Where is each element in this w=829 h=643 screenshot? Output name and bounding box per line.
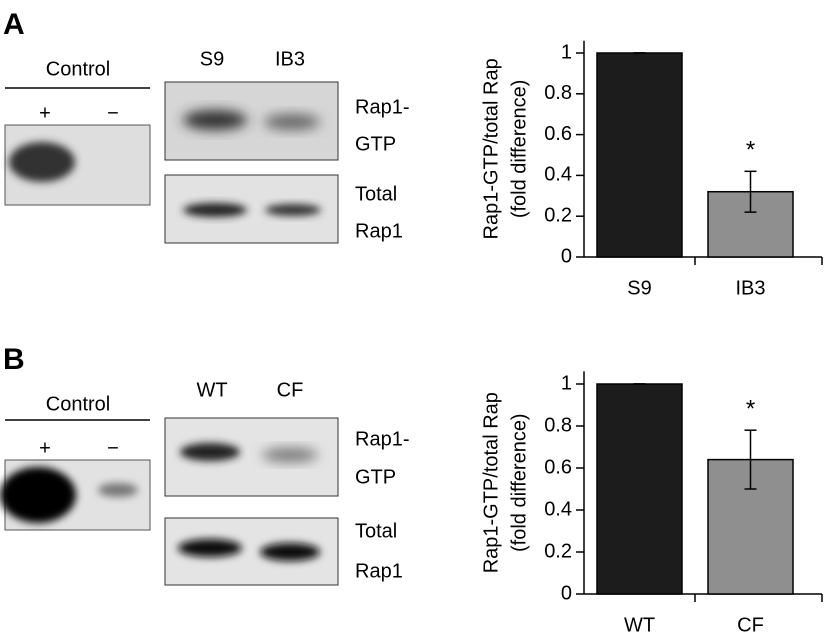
- y-tick-label: 0.2: [544, 540, 572, 562]
- band: [264, 114, 320, 130]
- y-tick-label: 1: [561, 372, 572, 394]
- lane-label: IB3: [275, 48, 305, 70]
- x-tick-label: CF: [737, 614, 764, 636]
- lane-sign: −: [107, 102, 119, 124]
- lane-label: WT: [196, 379, 227, 401]
- blot-label: Total: [355, 520, 397, 542]
- y-axis-label: (fold difference): [508, 80, 530, 219]
- y-tick-label: 0.6: [544, 456, 572, 478]
- band: [262, 448, 318, 462]
- y-tick-label: 0.4: [544, 498, 572, 520]
- lane-sign: −: [107, 437, 119, 459]
- band: [178, 539, 242, 557]
- control-label: Control: [46, 393, 110, 415]
- y-axis-label: Rap1-GTP/total Rap: [480, 58, 502, 239]
- y-tick-label: 1: [561, 41, 572, 63]
- lane-sign: +: [39, 102, 51, 124]
- bar: [596, 52, 683, 258]
- blot-label: Rap1: [355, 560, 403, 582]
- lane-sign: +: [39, 437, 51, 459]
- y-tick-label: 0.4: [544, 164, 572, 186]
- y-tick-label: 0.6: [544, 123, 572, 145]
- blot-label: GTP: [355, 133, 396, 155]
- y-axis-label: (fold difference): [508, 413, 530, 552]
- blot-label: Total: [355, 183, 397, 205]
- y-tick-label: 0.8: [544, 82, 572, 104]
- blot-label: Rap1-: [355, 96, 409, 118]
- blot-label: Rap1: [355, 220, 403, 242]
- control-label: Control: [46, 58, 110, 80]
- annotation: *: [746, 396, 755, 423]
- lane-label: CF: [277, 379, 304, 401]
- band: [98, 483, 138, 497]
- x-tick-label: WT: [624, 614, 655, 636]
- y-axis-label: Rap1-GTP/total Rap: [480, 392, 502, 573]
- band: [183, 203, 247, 217]
- band: [180, 443, 240, 461]
- band: [0, 467, 76, 523]
- y-tick-label: 0: [561, 245, 572, 267]
- band: [265, 204, 321, 216]
- bar: [596, 383, 683, 595]
- panel-letter: B: [3, 343, 25, 376]
- band: [9, 142, 75, 182]
- panel-letter: A: [3, 8, 25, 41]
- annotation: *: [746, 137, 755, 164]
- x-tick-label: IB3: [735, 277, 765, 299]
- x-tick-label: S9: [627, 277, 651, 299]
- blot-label: GTP: [355, 466, 396, 488]
- band: [260, 543, 320, 561]
- lane-label: S9: [200, 48, 224, 70]
- y-tick-label: 0.2: [544, 204, 572, 226]
- band: [183, 110, 247, 130]
- y-tick-label: 0.8: [544, 414, 572, 436]
- y-tick-label: 0: [561, 582, 572, 604]
- blot-label: Rap1-: [355, 428, 409, 450]
